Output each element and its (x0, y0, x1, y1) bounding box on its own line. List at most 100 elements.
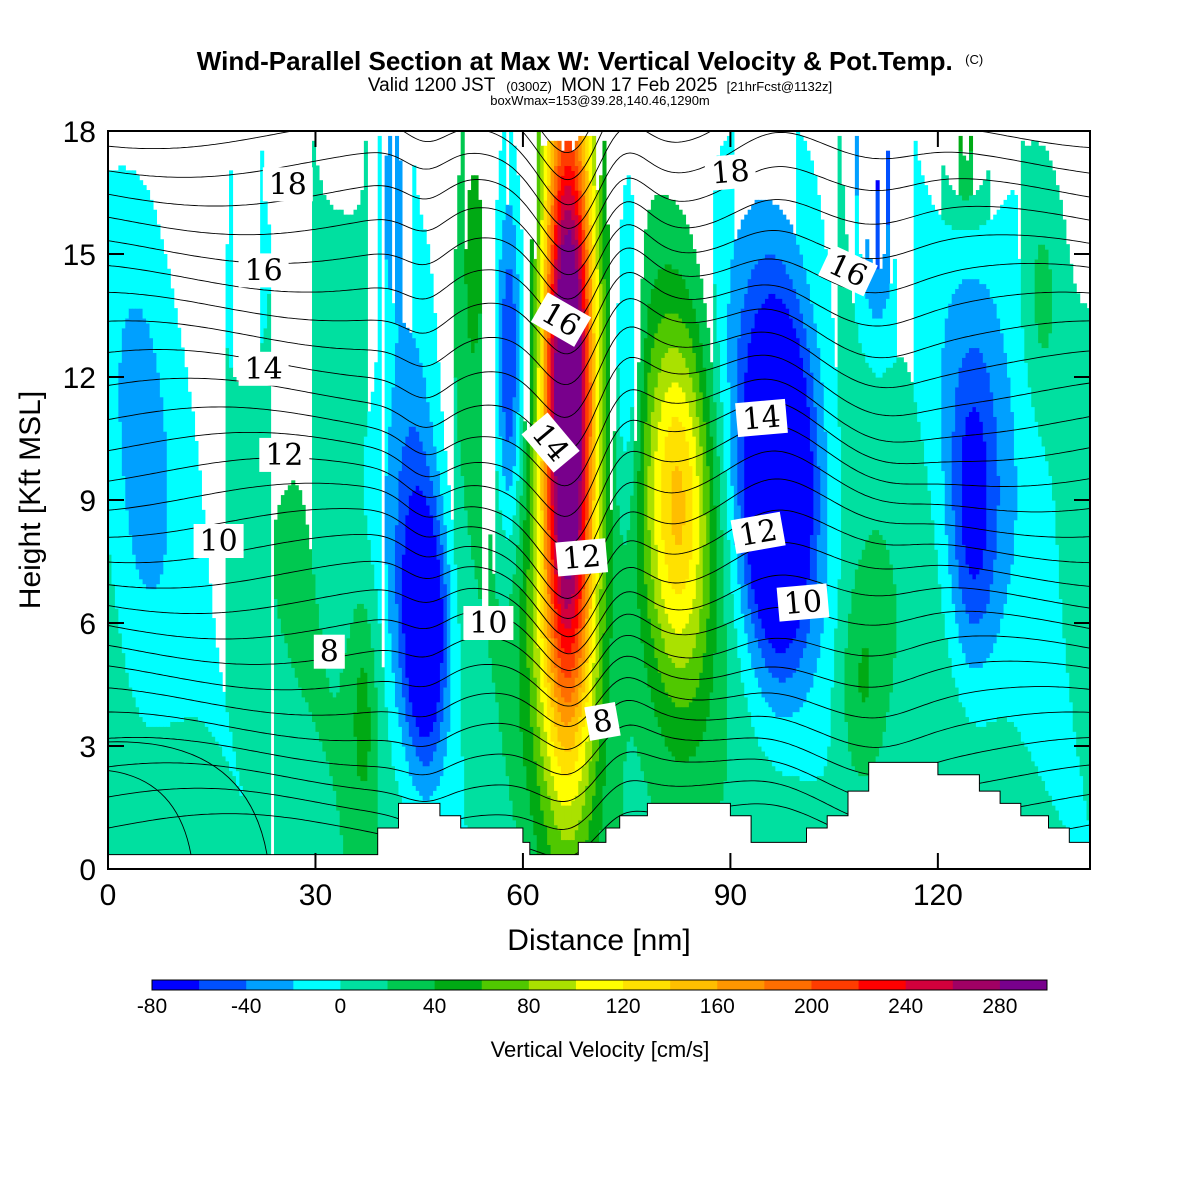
velocity-cell (405, 327, 410, 437)
chart-subtitle: Valid 1200 JST (0300Z) MON 17 Feb 2025 [… (368, 75, 832, 96)
velocity-cell (668, 623, 673, 659)
velocity-cell (574, 627, 579, 654)
velocity-cell (675, 760, 680, 845)
velocity-cell (889, 367, 894, 565)
velocity-cell (225, 760, 230, 869)
velocity-cell (875, 377, 880, 531)
velocity-cell (536, 726, 541, 786)
velocity-cell (768, 672, 773, 708)
velocity-cell (460, 131, 465, 476)
velocity-cell (685, 224, 690, 290)
velocity-cell (892, 583, 897, 659)
velocity-cell (1010, 721, 1015, 869)
velocity-cell (823, 593, 828, 767)
velocity-cell (1041, 445, 1046, 782)
velocity-cell (747, 608, 752, 654)
velocity-cell (830, 686, 835, 869)
velocity-cell (1013, 194, 1018, 467)
velocity-cell (692, 696, 697, 757)
velocity-cell (1010, 563, 1015, 722)
velocity-cell (578, 214, 583, 245)
velocity-cell (502, 411, 507, 476)
velocity-cell (398, 160, 403, 472)
theta-contour (108, 634, 1090, 689)
velocity-cell (567, 652, 572, 678)
colorbar-swatch (952, 980, 1001, 990)
velocity-cell (761, 750, 766, 869)
velocity-cell (592, 726, 597, 796)
velocity-cell (474, 578, 479, 869)
velocity-cell (654, 450, 659, 545)
velocity-cell (495, 470, 500, 599)
velocity-cell (322, 194, 327, 654)
velocity-cell (968, 573, 974, 624)
velocity-cell (868, 534, 873, 772)
velocity-cell (588, 657, 593, 713)
velocity-cell (975, 190, 980, 230)
velocity-cell (837, 578, 842, 869)
velocity-cell (827, 278, 832, 747)
velocity-cell (1000, 618, 1005, 718)
theta-contour (108, 677, 1090, 728)
velocity-cell (716, 342, 721, 457)
velocity-cell (716, 155, 721, 344)
velocity-cell (567, 750, 572, 777)
vertical-velocity-field (108, 131, 1090, 869)
velocity-cell (135, 568, 140, 708)
velocity-cell (664, 563, 669, 614)
velocity-cell (512, 145, 517, 226)
velocity-cell (574, 706, 579, 732)
velocity-cell (806, 406, 811, 580)
velocity-cell (516, 544, 521, 841)
velocity-cell (232, 750, 237, 777)
velocity-cell (526, 790, 531, 869)
velocity-cell (661, 401, 666, 462)
velocity-cell (695, 632, 700, 688)
velocity-cell (726, 381, 731, 540)
velocity-cell (858, 254, 863, 344)
velocity-cell (813, 175, 818, 324)
velocity-cell (720, 401, 725, 531)
velocity-cell (118, 632, 123, 869)
velocity-cell (688, 657, 693, 703)
velocity-cell (536, 785, 541, 855)
velocity-cell (872, 372, 877, 531)
chart-title-copyright: (C) (965, 52, 983, 67)
velocity-cell (526, 667, 531, 791)
velocity-cell (761, 627, 766, 659)
contour-label-text: 18 (710, 153, 751, 191)
velocity-cell (754, 677, 759, 737)
velocity-cell (557, 657, 562, 688)
velocity-cell (391, 303, 396, 388)
velocity-cell (585, 209, 590, 250)
velocity-cell (868, 367, 873, 536)
velocity-cell (678, 632, 683, 668)
velocity-cell (955, 386, 960, 560)
y-tick-label: 0 (79, 854, 96, 887)
velocity-cell (446, 485, 451, 565)
velocity-cell (768, 760, 773, 869)
terrain (108, 761, 1090, 869)
velocity-cell (771, 254, 776, 294)
velocity-cell (996, 632, 1001, 718)
velocity-cell (695, 416, 700, 476)
velocity-cell (972, 194, 977, 230)
velocity-cell (142, 185, 147, 319)
velocity-cell (809, 450, 814, 536)
velocity-cell (688, 559, 693, 614)
velocity-cell (394, 342, 400, 526)
velocity-cell (664, 613, 669, 654)
velocity-cell (726, 539, 731, 869)
contour-label-box (530, 292, 592, 347)
velocity-cell (623, 760, 628, 869)
velocity-cell (796, 298, 801, 339)
velocity-cell (502, 298, 507, 413)
velocity-cell (540, 303, 545, 462)
velocity-cell (668, 263, 673, 314)
velocity-cell (637, 755, 642, 869)
velocity-cell (1041, 145, 1046, 245)
velocity-cell (968, 229, 974, 280)
velocity-cell (688, 337, 693, 378)
velocity-cell (799, 657, 804, 708)
velocity-cell (322, 652, 327, 752)
